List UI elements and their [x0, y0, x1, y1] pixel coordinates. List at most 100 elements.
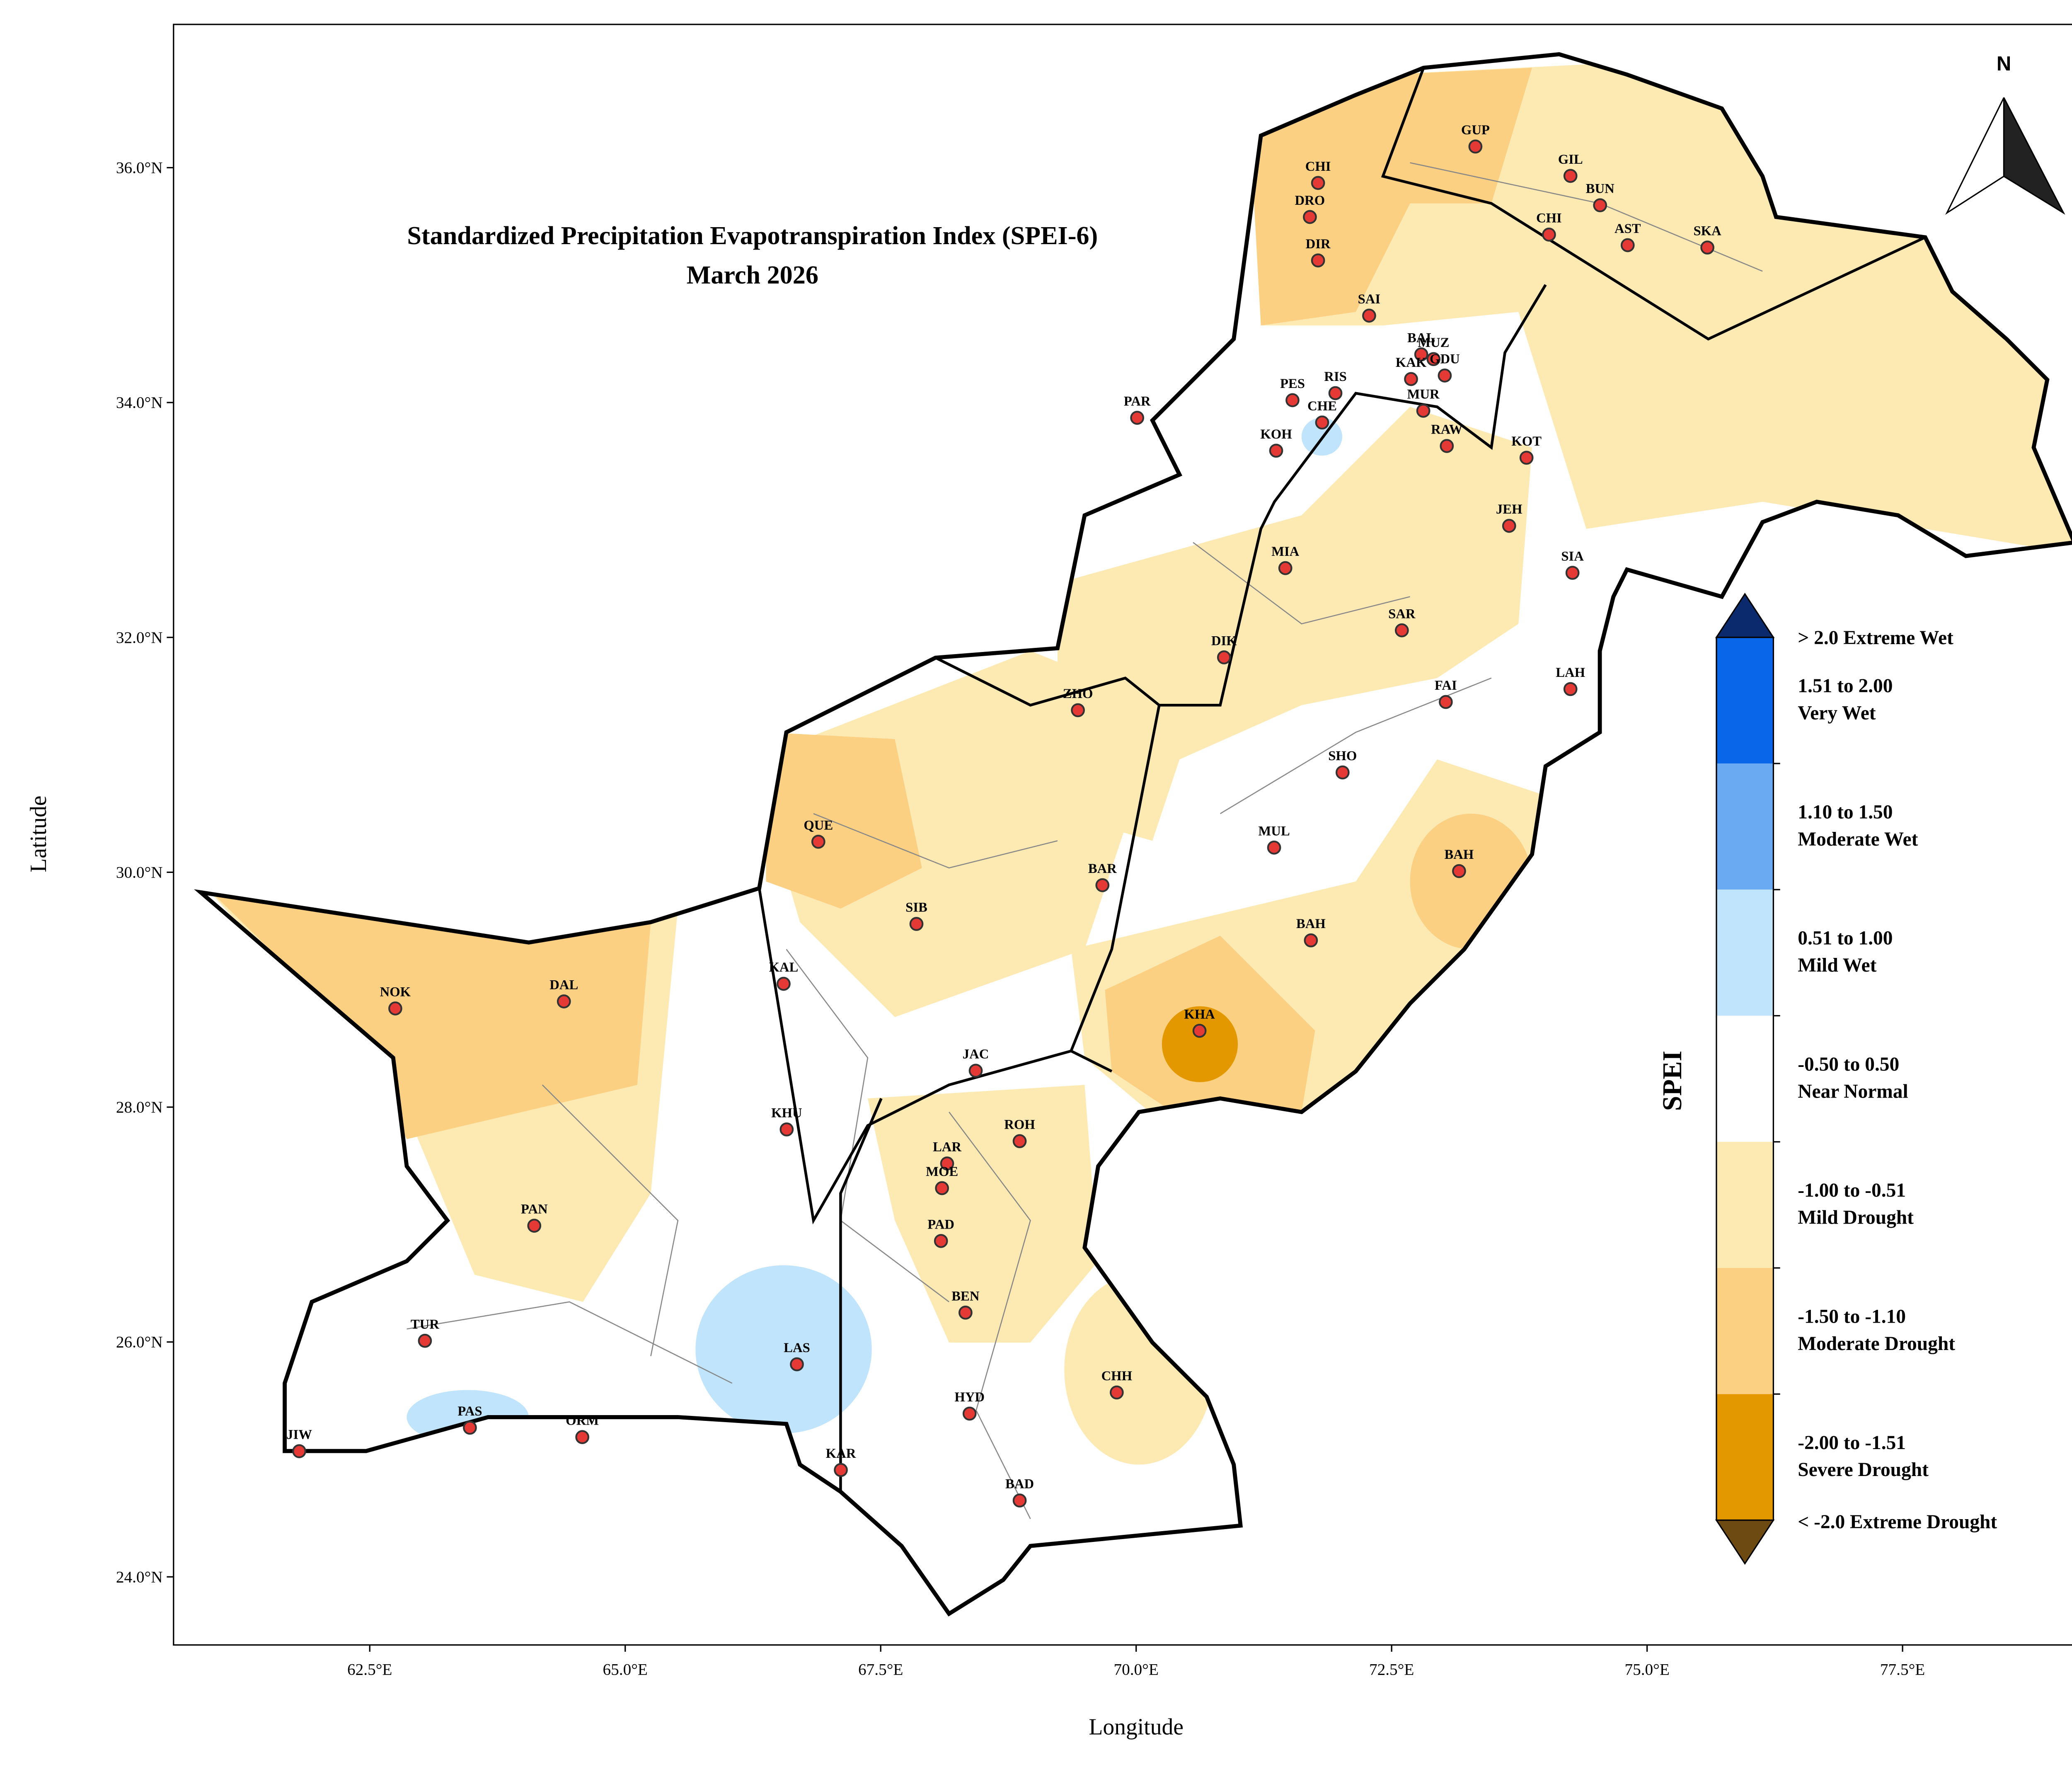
- station: [1303, 210, 1317, 224]
- station: [779, 1122, 794, 1137]
- legend-range: -0.50 to 0.50: [1798, 1054, 1899, 1075]
- station: [1071, 703, 1085, 717]
- x-axis-label: Longitude: [1089, 1714, 1184, 1740]
- station-label: ZHO: [1063, 686, 1093, 701]
- legend-swatch: [1716, 1142, 1774, 1268]
- station: [575, 1430, 589, 1444]
- station: [418, 1333, 432, 1348]
- mild-wet-area: [695, 1265, 872, 1434]
- station: [1700, 240, 1714, 255]
- station: [1565, 566, 1580, 580]
- station: [1267, 841, 1281, 855]
- x-tick-label: 62.5°E: [347, 1661, 392, 1679]
- moderate-drought-area: [766, 732, 922, 909]
- station-label: BAH: [1296, 916, 1326, 931]
- station: [1438, 368, 1452, 383]
- station-label: KOH: [1260, 427, 1292, 442]
- legend-class-name: Moderate Drought: [1798, 1333, 1955, 1355]
- station: [1311, 176, 1325, 190]
- severe-drought-area: [1162, 1006, 1238, 1082]
- station: [934, 1234, 948, 1248]
- station-label: QUE: [804, 818, 833, 833]
- legend-swatch: [1716, 763, 1774, 890]
- legend-upper-label: > 2.0 Extreme Wet: [1798, 627, 1953, 649]
- province-boundary: [758, 67, 1926, 1492]
- station-label: DAL: [549, 978, 578, 993]
- station-label: ROH: [1004, 1117, 1035, 1132]
- station: [1269, 444, 1283, 458]
- station-label: NOK: [380, 985, 411, 1000]
- station-label: JIW: [286, 1428, 312, 1442]
- moderate-drought-area: [201, 881, 651, 1139]
- north-arrow: N: [1945, 53, 2065, 215]
- x-tick-label: 70.0°E: [1113, 1661, 1158, 1679]
- station: [909, 917, 924, 931]
- station-label: PES: [1280, 376, 1305, 391]
- station: [1362, 308, 1376, 323]
- legend-swatch: [1716, 1268, 1774, 1394]
- station-label: KHA: [1184, 1007, 1215, 1022]
- station-label: BUN: [1586, 182, 1615, 196]
- station: [527, 1219, 542, 1233]
- station-label: SHO: [1328, 749, 1357, 764]
- station: [1593, 198, 1607, 213]
- station: [388, 1001, 402, 1016]
- station: [1620, 238, 1635, 252]
- station: [1468, 139, 1483, 154]
- y-tick-label: 32.0°N: [116, 629, 163, 647]
- station-label: MIA: [1271, 544, 1300, 559]
- north-arrow-right: [2003, 97, 2065, 215]
- station-label: LAS: [784, 1340, 810, 1355]
- station-label: KAK: [1396, 355, 1427, 370]
- legend-swatch: [1716, 1016, 1774, 1142]
- station: [1315, 415, 1329, 430]
- y-tick-label: 30.0°N: [116, 863, 163, 881]
- map-title: Standardized Precipitation Evapotranspir…: [407, 222, 1098, 250]
- station: [940, 1156, 954, 1171]
- station-label: BAR: [1088, 861, 1117, 876]
- station-label: AST: [1615, 221, 1641, 236]
- station: [777, 977, 791, 991]
- mild-drought-area: [1057, 407, 1532, 841]
- station-label: CHI: [1305, 159, 1331, 174]
- x-tick-label: 65.0°E: [603, 1661, 648, 1679]
- station-label: DIK: [1211, 633, 1237, 648]
- station: [1130, 411, 1144, 425]
- station-label: SAR: [1388, 606, 1416, 621]
- legend-range: 0.51 to 1.00: [1798, 928, 1893, 949]
- station: [1217, 650, 1231, 664]
- y-tick-label: 34.0°N: [116, 394, 163, 412]
- station: [1404, 372, 1418, 386]
- y-tick-label: 36.0°N: [116, 159, 163, 177]
- legend-range: -1.50 to -1.10: [1798, 1306, 1906, 1328]
- station-label: JEH: [1496, 502, 1523, 517]
- legend-range: 1.51 to 2.00: [1798, 675, 1893, 697]
- station: [1095, 878, 1110, 892]
- station-label: KAR: [826, 1446, 856, 1461]
- station-label: PAN: [521, 1202, 548, 1217]
- station: [1304, 933, 1318, 948]
- x-tick-label: 67.5°E: [858, 1661, 903, 1679]
- y-tick-label: 24.0°N: [116, 1568, 163, 1586]
- legend-range: -1.00 to -0.51: [1798, 1180, 1906, 1201]
- station-label: BAD: [1005, 1477, 1034, 1492]
- station: [935, 1181, 949, 1195]
- station: [1563, 169, 1578, 183]
- station-label: BAH: [1444, 847, 1474, 862]
- legend-lower-extend: [1715, 1519, 1775, 1565]
- station-label: GIL: [1558, 152, 1583, 167]
- station-label: DIR: [1306, 237, 1331, 252]
- station-label: BEN: [951, 1289, 980, 1304]
- station-label: GUP: [1461, 123, 1490, 138]
- station: [1192, 1023, 1207, 1038]
- station: [557, 994, 571, 1008]
- y-tick-label: 28.0°N: [116, 1098, 163, 1116]
- station: [1394, 623, 1409, 637]
- legend-class-name: Very Wet: [1798, 703, 1876, 724]
- north-label: N: [1997, 53, 2011, 75]
- legend-swatch: [1716, 1394, 1774, 1520]
- station: [811, 834, 825, 849]
- station: [968, 1064, 983, 1078]
- station: [1328, 386, 1343, 400]
